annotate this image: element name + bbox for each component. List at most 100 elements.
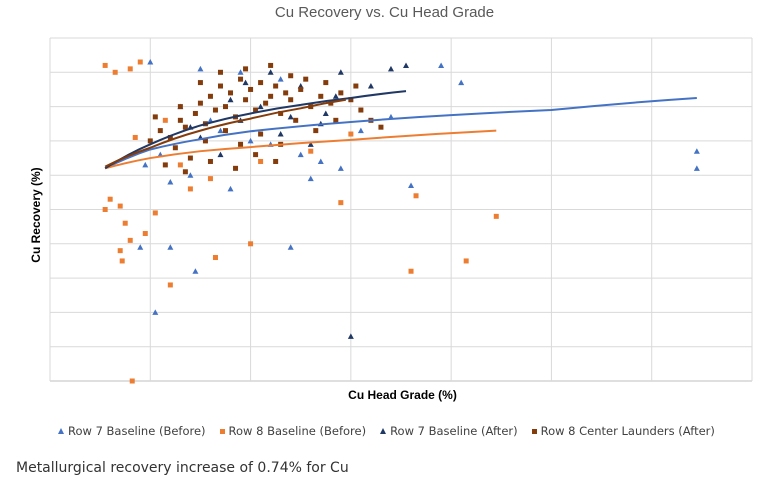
legend-label: Row 8 Baseline (Before) [228, 424, 367, 438]
legend-item-row7-before: Row 7 Baseline (Before) [58, 424, 206, 438]
data-point [248, 86, 254, 92]
data-point [693, 165, 700, 171]
data-point [217, 127, 224, 134]
data-point [147, 59, 154, 65]
data-points [102, 59, 700, 384]
data-point [102, 62, 108, 68]
data-point [243, 97, 249, 103]
square-marker-icon [219, 428, 225, 434]
data-point [238, 76, 244, 82]
data-point [337, 165, 344, 171]
data-point [177, 162, 183, 168]
data-point [207, 93, 213, 99]
data-point [192, 110, 198, 116]
data-point [182, 169, 188, 175]
data-point [267, 69, 274, 75]
plot-area [49, 37, 753, 384]
data-point [273, 158, 279, 164]
data-point [273, 83, 279, 89]
data-point [227, 185, 234, 192]
data-point [338, 200, 344, 206]
data-point [403, 62, 410, 68]
data-point [117, 248, 123, 254]
data-point [197, 80, 203, 86]
data-point [223, 128, 228, 134]
data-point [157, 128, 163, 134]
data-point [318, 93, 324, 99]
data-point [217, 83, 223, 89]
legend-label: Row 7 Baseline (Before) [68, 424, 206, 438]
data-point [207, 176, 213, 182]
data-point [227, 96, 234, 103]
data-point [197, 65, 204, 72]
data-point [268, 62, 274, 68]
data-point [358, 107, 364, 113]
data-point [277, 76, 284, 82]
data-point [278, 110, 284, 116]
data-point [228, 90, 234, 96]
data-point [127, 237, 133, 243]
data-point [287, 113, 294, 120]
data-point [187, 155, 193, 161]
data-point [347, 333, 354, 339]
data-point [233, 165, 239, 171]
data-point [132, 134, 138, 140]
trendlines [104, 90, 697, 170]
legend-item-row7-after: Row 7 Baseline (After) [380, 424, 518, 438]
square-marker-icon [531, 428, 537, 434]
data-point [337, 69, 344, 75]
data-point [387, 65, 394, 72]
data-point [288, 97, 294, 103]
data-point [223, 104, 228, 110]
data-point [152, 210, 158, 216]
data-point [217, 151, 224, 158]
data-point [137, 244, 144, 250]
legend-item-row8-after: Row 8 Center Launders (After) [531, 424, 715, 438]
data-point [207, 158, 213, 164]
data-point [162, 162, 168, 168]
data-point [332, 93, 339, 99]
data-point [257, 103, 264, 110]
data-point [413, 193, 419, 199]
triangle-marker-icon [58, 428, 64, 434]
data-point [493, 213, 499, 219]
data-point [367, 83, 374, 89]
data-point [693, 148, 700, 154]
gridlines [49, 37, 753, 382]
data-point [348, 131, 354, 137]
data-point [152, 309, 159, 315]
data-point [277, 131, 284, 137]
data-point [187, 172, 194, 178]
data-point [288, 73, 294, 79]
data-point [297, 151, 304, 158]
data-point [192, 268, 199, 274]
data-point [122, 220, 128, 226]
data-point [142, 231, 148, 237]
data-point [107, 196, 113, 202]
data-point [167, 179, 174, 185]
data-point [147, 138, 153, 144]
data-point [307, 141, 314, 147]
legend-item-row8-before: Row 8 Baseline (Before) [219, 424, 367, 438]
data-point [313, 128, 319, 134]
data-point [333, 117, 339, 123]
data-point [202, 138, 208, 144]
data-point [247, 137, 254, 144]
data-point [117, 203, 123, 209]
data-point [167, 134, 173, 140]
y-axis-label: Cu Recovery (%) [29, 167, 43, 263]
data-point [308, 148, 314, 154]
legend: Row 7 Baseline (Before) Row 8 Baseline (… [58, 424, 715, 438]
data-point [187, 186, 193, 192]
data-point [237, 69, 244, 75]
data-point [253, 107, 259, 113]
x-axis-label: Cu Head Grade (%) [348, 388, 457, 402]
data-point [217, 69, 223, 75]
triangle-marker-icon [380, 428, 387, 434]
trendline [104, 90, 407, 170]
caption: Metallurgical recovery increase of 0.74%… [16, 460, 349, 476]
data-point [112, 69, 118, 75]
data-point [102, 207, 108, 212]
data-point [142, 161, 149, 168]
data-point [293, 117, 299, 123]
